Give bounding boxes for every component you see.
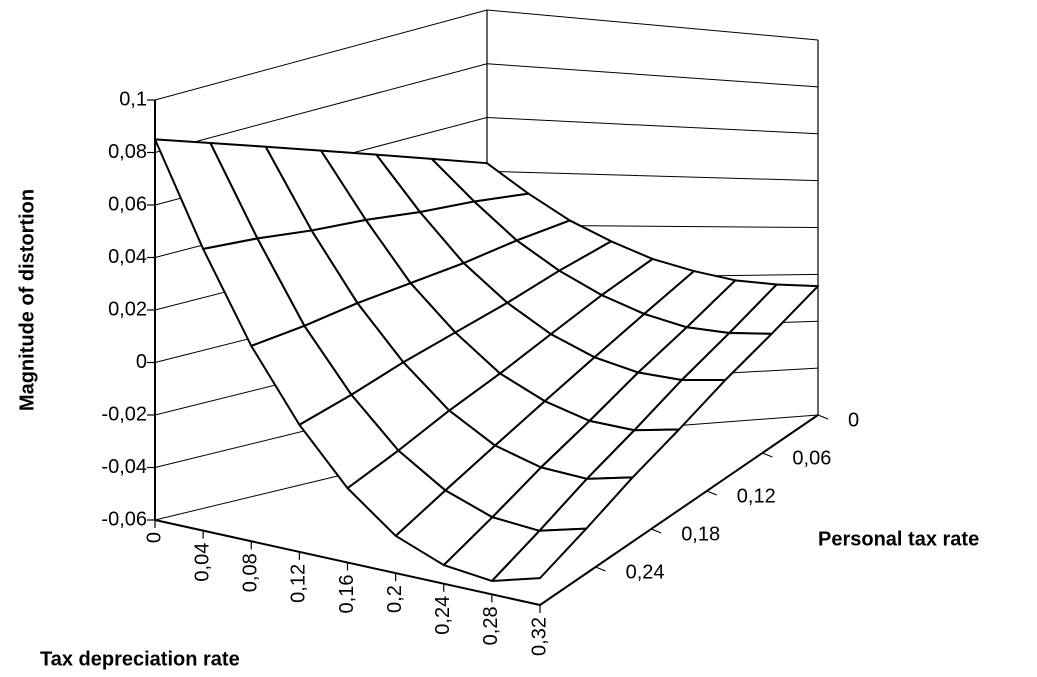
y-tick-label: 0,24 <box>626 561 665 583</box>
z-tick-label: -0,04 <box>101 456 147 478</box>
z-tick-label: 0,08 <box>108 141 147 163</box>
x-tick-label: 0,16 <box>336 575 358 614</box>
x-tick-label: 0,32 <box>528 617 550 656</box>
x-tick-label: 0,04 <box>191 543 213 582</box>
y-tick-label: 0,18 <box>681 523 720 545</box>
x-tick-label: 0,28 <box>480 606 502 645</box>
grid-line <box>486 170 819 182</box>
z-tick-label: 0,04 <box>108 246 147 268</box>
z-tick-label: -0,02 <box>101 403 147 425</box>
x-tick-label: 0 <box>143 532 165 543</box>
x-tick-label: 0,08 <box>240 553 262 592</box>
tick-mark <box>595 566 606 572</box>
z-tick-label: 0,02 <box>108 298 147 320</box>
x-tick-label: 0,24 <box>432 596 454 635</box>
z-axis-title: Magnitude of distortion <box>16 189 38 411</box>
floor-edge <box>539 414 819 606</box>
tick-mark <box>650 528 662 534</box>
z-tick-label: 0,1 <box>119 88 147 110</box>
tick-mark <box>762 452 773 458</box>
tick-mark <box>706 490 718 496</box>
x-tick-label: 0,2 <box>384 585 406 613</box>
x-tick-label: 0,12 <box>288 564 310 603</box>
grid-line <box>154 63 488 153</box>
y-tick-label: 0,12 <box>737 485 776 507</box>
y-tick-label: 0 <box>848 409 859 431</box>
grid-line <box>486 117 819 135</box>
grid-line <box>486 63 819 88</box>
surface-cell <box>154 138 259 250</box>
z-tick-label: 0,06 <box>108 193 147 215</box>
z-tick-label: 0 <box>136 351 147 373</box>
grid-line <box>154 9 488 101</box>
tick-mark <box>817 414 829 420</box>
z-tick-label: -0,06 <box>101 508 147 530</box>
x-axis-title: Tax depreciation rate <box>40 648 240 670</box>
y-axis-title: Personal tax rate <box>818 528 979 550</box>
grid-line <box>486 9 819 41</box>
y-tick-label: 0,06 <box>792 447 831 469</box>
